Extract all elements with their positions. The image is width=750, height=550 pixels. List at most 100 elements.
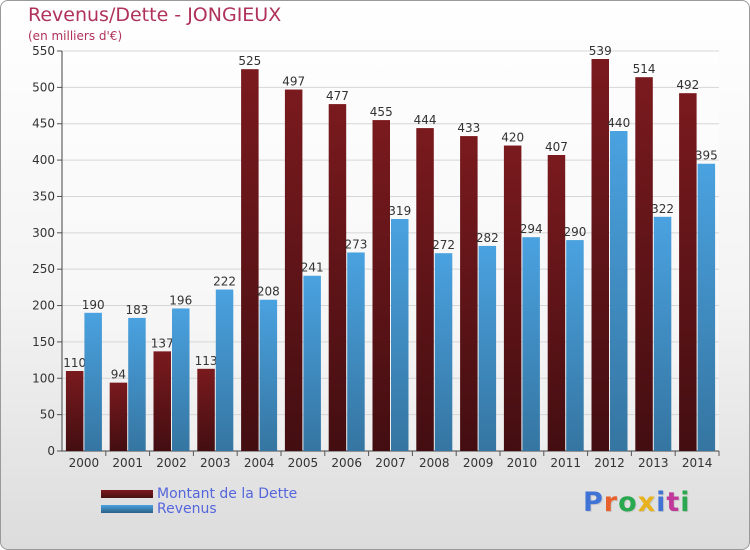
bar-dette — [328, 104, 347, 451]
data-label-dette: 94 — [111, 368, 126, 382]
proxiti-logo: Proxiti — [583, 487, 691, 518]
y-tick-label: 50 — [40, 408, 55, 422]
data-label-dette: 477 — [326, 89, 349, 103]
data-label-revenus: 183 — [125, 303, 148, 317]
data-label-dette: 420 — [501, 131, 524, 145]
data-label-revenus: 241 — [301, 261, 324, 275]
data-label-revenus: 273 — [344, 237, 367, 251]
bar-revenus — [84, 312, 102, 451]
legend-swatch-dette — [101, 490, 153, 498]
data-label-revenus: 440 — [607, 116, 630, 130]
data-label-revenus: 290 — [563, 225, 586, 239]
bar-revenus — [215, 289, 234, 451]
bar-dette — [679, 93, 697, 451]
bar-revenus — [172, 308, 190, 451]
bar-dette — [591, 59, 609, 451]
x-tick-label: 2009 — [463, 456, 494, 470]
y-tick-label: 200 — [32, 299, 55, 313]
x-tick-label: 2005 — [288, 456, 319, 470]
y-tick-label: 550 — [32, 44, 55, 58]
bar-dette — [109, 382, 128, 451]
logo-letter: o — [618, 487, 638, 518]
x-tick-label: 2011 — [550, 456, 581, 470]
data-label-dette: 525 — [238, 54, 261, 68]
bar-revenus — [566, 240, 584, 451]
bar-dette — [197, 368, 215, 451]
y-tick-label: 500 — [32, 80, 55, 94]
data-label-revenus: 319 — [388, 204, 411, 218]
data-label-revenus: 190 — [82, 298, 105, 312]
x-tick-label: 2010 — [507, 456, 538, 470]
bar-revenus — [478, 245, 497, 451]
y-tick-label: 250 — [32, 262, 55, 276]
x-tick-label: 2014 — [682, 456, 713, 470]
legend-label-revenus: Revenus — [157, 501, 217, 517]
plot-area — [62, 51, 719, 451]
data-label-revenus: 282 — [476, 231, 499, 245]
legend-swatch-revenus — [101, 505, 153, 513]
x-tick-label: 2006 — [331, 456, 362, 470]
x-tick-label: 2008 — [419, 456, 450, 470]
data-label-revenus: 294 — [520, 222, 543, 236]
x-tick-label: 2003 — [200, 456, 231, 470]
bar-dette — [635, 77, 653, 451]
data-label-dette: 497 — [282, 75, 305, 89]
bar-revenus — [697, 163, 716, 451]
data-label-dette: 433 — [457, 121, 480, 135]
data-label-revenus: 322 — [651, 202, 674, 216]
data-label-dette: 514 — [633, 62, 656, 76]
data-label-revenus: 196 — [169, 293, 192, 307]
data-label-dette: 110 — [63, 356, 86, 370]
logo-letter: i — [656, 487, 667, 518]
x-tick-label: 2013 — [638, 456, 669, 470]
bar-revenus — [303, 275, 321, 451]
logo-letter: t — [666, 487, 681, 518]
data-label-revenus: 208 — [257, 285, 280, 299]
data-label-revenus: 272 — [432, 238, 455, 252]
logo-letter: i — [680, 487, 691, 518]
bar-dette — [460, 136, 478, 451]
bar-dette — [503, 145, 522, 451]
x-tick-label: 2000 — [69, 456, 100, 470]
bar-revenus — [522, 237, 540, 451]
data-label-dette: 539 — [589, 44, 612, 58]
bar-revenus — [347, 252, 365, 451]
y-tick-label: 100 — [32, 371, 55, 385]
logo-letter: x — [637, 487, 657, 518]
x-tick-label: 2012 — [594, 456, 625, 470]
bar-revenus — [653, 216, 672, 451]
chart-subtitle: (en milliers d'€) — [28, 29, 123, 43]
data-label-revenus: 395 — [695, 149, 718, 163]
bar-revenus — [128, 317, 146, 451]
x-tick-label: 2007 — [375, 456, 406, 470]
data-label-revenus: 222 — [213, 275, 236, 289]
x-tick-label: 2004 — [244, 456, 275, 470]
data-label-dette: 137 — [151, 336, 174, 350]
y-tick-label: 0 — [47, 444, 55, 458]
bar-dette — [547, 155, 566, 451]
bar-dette — [372, 120, 390, 451]
bar-revenus — [391, 219, 409, 451]
logo-letter: r — [603, 487, 619, 518]
y-tick-label: 150 — [32, 335, 55, 349]
y-tick-label: 350 — [32, 189, 55, 203]
bar-revenus — [259, 299, 278, 451]
data-label-dette: 407 — [545, 140, 568, 154]
legend-label-dette: Montant de la Dette — [157, 486, 298, 502]
bar-revenus — [610, 131, 628, 451]
bar-revenus — [434, 253, 453, 451]
data-label-dette: 444 — [414, 113, 437, 127]
x-tick-label: 2001 — [112, 456, 143, 470]
logo-letter: P — [583, 487, 604, 518]
chart-title: Revenus/Dette - JONGIEUX — [28, 4, 282, 26]
y-tick-label: 300 — [32, 226, 55, 240]
bar-dette — [284, 89, 303, 451]
x-tick-label: 2002 — [156, 456, 187, 470]
bar-dette — [153, 351, 171, 451]
bar-dette — [241, 69, 259, 451]
y-tick-label: 450 — [32, 117, 55, 131]
y-tick-label: 400 — [32, 153, 55, 167]
data-label-dette: 113 — [195, 354, 218, 368]
